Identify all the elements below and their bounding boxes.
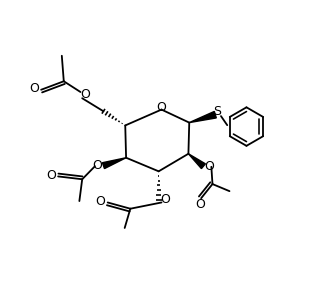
Text: S: S <box>213 105 221 118</box>
Text: O: O <box>96 194 106 208</box>
Text: O: O <box>46 168 56 182</box>
Text: O: O <box>157 101 166 114</box>
Polygon shape <box>102 158 126 169</box>
Polygon shape <box>189 112 216 123</box>
Text: O: O <box>160 193 170 206</box>
Text: O: O <box>80 88 90 100</box>
Text: O: O <box>205 160 214 173</box>
Text: O: O <box>29 82 39 96</box>
Text: O: O <box>92 159 102 172</box>
Text: O: O <box>195 198 205 211</box>
Polygon shape <box>188 154 205 169</box>
